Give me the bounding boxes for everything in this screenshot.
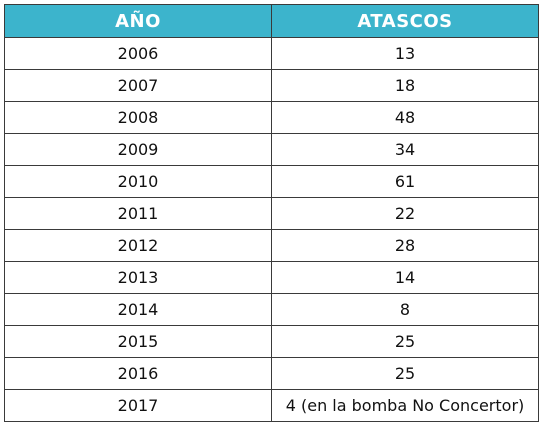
table-row: 2013 14: [4, 261, 539, 294]
table-row: 2015 25: [4, 325, 539, 358]
table-row: 2016 25: [4, 357, 539, 390]
year-cell: 2017: [4, 389, 272, 422]
year-cell: 2011: [4, 197, 272, 230]
year-cell: 2006: [4, 37, 272, 70]
table-container: AÑO ATASCOS 2006 13 2007 18 2008 48 2009 34 2010…: [4, 4, 539, 424]
atascos-cell: 8: [271, 293, 539, 326]
table-row: 2006 13: [4, 37, 539, 70]
table-row: 2014 8: [4, 293, 539, 326]
table-row: 2012 28: [4, 229, 539, 262]
atascos-cell: 28: [271, 229, 539, 262]
atascos-cell: 48: [271, 101, 539, 134]
table-row: 2008 48: [4, 101, 539, 134]
table-row: 2017 4 (en la bomba No Concertor): [4, 389, 539, 422]
atascos-table: AÑO ATASCOS 2006 13 2007 18 2008 48 2009 34 2010…: [4, 4, 539, 422]
atascos-cell: 14: [271, 261, 539, 294]
atascos-cell: 34: [271, 133, 539, 166]
table-row: 2010 61: [4, 165, 539, 198]
atascos-cell: 13: [271, 37, 539, 70]
atascos-cell: 18: [271, 69, 539, 102]
atascos-cell: 22: [271, 197, 539, 230]
year-cell: 2012: [4, 229, 272, 262]
atascos-cell: 61: [271, 165, 539, 198]
column-header-atascos: ATASCOS: [271, 4, 539, 38]
year-cell: 2007: [4, 69, 272, 102]
atascos-cell: 4 (en la bomba No Concertor): [271, 389, 539, 422]
year-cell: 2010: [4, 165, 272, 198]
table-row: 2007 18: [4, 69, 539, 102]
table-row: 2011 22: [4, 197, 539, 230]
table-row: 2009 34: [4, 133, 539, 166]
year-cell: 2008: [4, 101, 272, 134]
year-cell: 2009: [4, 133, 272, 166]
column-header-ano: AÑO: [4, 4, 272, 38]
year-cell: 2015: [4, 325, 272, 358]
atascos-cell: 25: [271, 357, 539, 390]
atascos-cell: 25: [271, 325, 539, 358]
year-cell: 2014: [4, 293, 272, 326]
year-cell: 2016: [4, 357, 272, 390]
table-body: 2006 13 2007 18 2008 48 2009 34 2010 61 2011 22 2012…: [4, 37, 539, 422]
table-header-row: AÑO ATASCOS: [4, 4, 539, 38]
year-cell: 2013: [4, 261, 272, 294]
